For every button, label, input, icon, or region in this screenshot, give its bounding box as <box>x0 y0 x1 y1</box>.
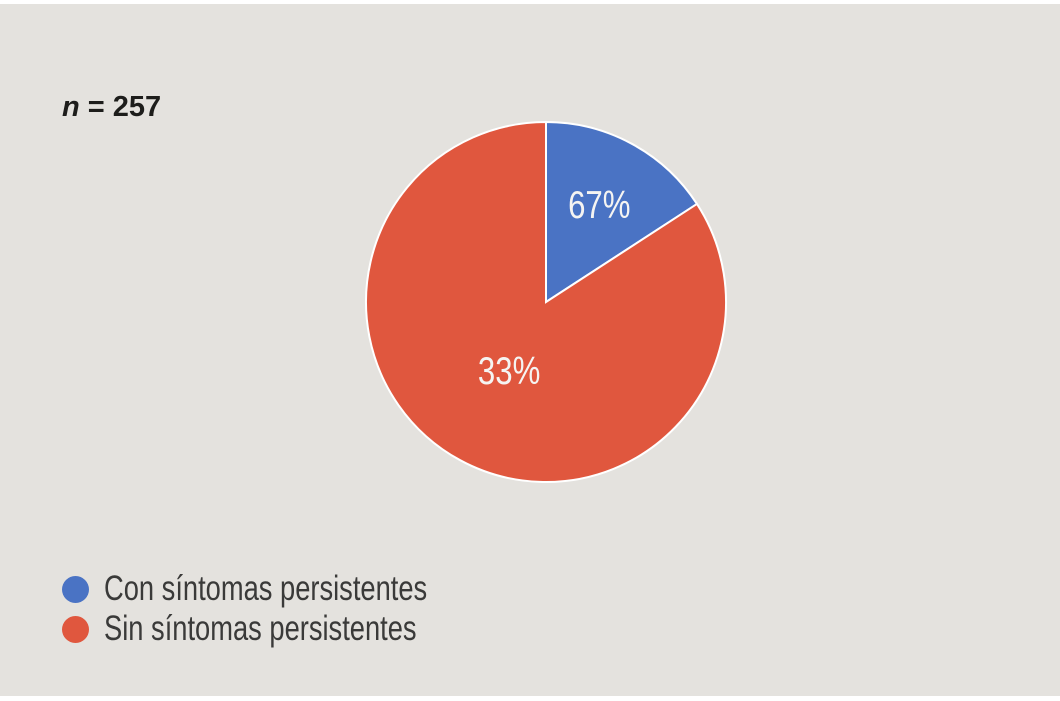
legend-marker-circle-icon <box>62 575 89 603</box>
pie-value-label-con-sintomas-persistentes: 67% <box>568 184 630 227</box>
pie-chart: 67% 33% <box>365 120 727 483</box>
sample-size-annotation: n = 257 <box>62 91 161 124</box>
sample-size-symbol: n <box>62 91 80 123</box>
legend-item-sin-sintomas-persistentes: Sin síntomas persistentes <box>62 609 518 649</box>
pie-value-label-sin-sintomas-persistentes: 33% <box>478 350 540 393</box>
pie-slice-con-sintomas-persistentes <box>545 120 699 304</box>
legend-marker-circle-icon <box>62 615 89 643</box>
legend-label: Sin síntomas persistentes <box>104 609 417 648</box>
sample-size-value: = 257 <box>79 91 162 123</box>
chart-legend: Con síntomas persistentes Sin síntomas pe… <box>62 569 518 649</box>
legend-label: Con síntomas persistentes <box>104 569 428 608</box>
legend-item-con-sintomas-persistentes: Con síntomas persistentes <box>62 569 518 609</box>
pie-slice-sin-sintomas-persistentes <box>365 120 727 483</box>
